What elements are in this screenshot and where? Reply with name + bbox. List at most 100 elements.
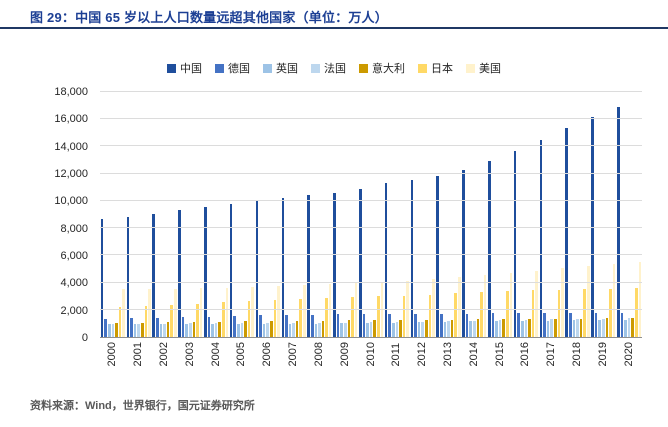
bar-日本 <box>454 293 457 337</box>
bar-德国 <box>181 317 185 337</box>
bar-美国 <box>483 274 487 337</box>
bar-中国 <box>333 192 336 337</box>
y-axis-label: 10,000 <box>54 195 88 208</box>
bar-德国 <box>439 313 443 337</box>
bar-意大利 <box>502 319 505 337</box>
x-axis-label: 2017 <box>545 342 558 367</box>
bar-德国 <box>336 314 340 337</box>
y-axis-label: 16,000 <box>54 113 88 126</box>
bar-德国 <box>465 313 469 337</box>
bar-中国 <box>358 189 362 337</box>
bar-group-2013 <box>436 92 462 337</box>
legend-swatch <box>167 63 176 73</box>
bar-德国 <box>285 314 288 337</box>
bar-美国 <box>354 282 358 337</box>
bar-美国 <box>432 278 435 337</box>
bar-美国 <box>612 264 616 337</box>
bar-德国 <box>362 314 366 337</box>
bar-中国 <box>307 195 310 337</box>
bar-法国 <box>111 323 115 337</box>
bar-日本 <box>531 290 535 337</box>
bar-英国 <box>159 324 163 337</box>
bar-美国 <box>251 287 255 337</box>
bar-美国 <box>638 262 642 337</box>
x-axis-label-wrap: 2008 <box>307 342 333 366</box>
bar-法国 <box>369 322 373 337</box>
legend-label: 德国 <box>228 63 250 75</box>
bar-法国 <box>447 321 450 337</box>
bar-group-2004 <box>203 92 229 337</box>
bar-英国 <box>598 320 602 337</box>
x-axis-label: 2010 <box>364 342 377 367</box>
bar-英国 <box>133 324 137 337</box>
x-axis-label: 2019 <box>596 342 609 367</box>
x-axis: 2000 2001 2002 2003 2004 2005 2006 2007 2008 2009… <box>100 342 642 366</box>
x-axis-label-wrap: 2013 <box>436 342 462 366</box>
x-axis-label: 2020 <box>622 342 635 367</box>
bar-group-2010 <box>358 92 384 337</box>
bar-中国 <box>436 175 439 337</box>
bar-日本 <box>376 296 380 337</box>
legend-label: 意大利 <box>372 63 405 75</box>
legend-swatch <box>359 63 368 73</box>
x-axis-label: 2016 <box>519 342 532 367</box>
x-axis-label: 2005 <box>235 342 248 367</box>
gridline <box>100 281 642 283</box>
bar-意大利 <box>218 321 222 337</box>
bar-英国 <box>546 320 550 337</box>
bar-美国 <box>509 272 513 337</box>
bar-英国 <box>237 324 240 337</box>
bar-意大利 <box>295 320 299 337</box>
bar-中国 <box>229 203 233 337</box>
x-axis-label: 2000 <box>106 342 119 367</box>
bar-英国 <box>262 323 266 337</box>
bar-日本 <box>118 307 122 337</box>
bar-group-2003 <box>177 92 203 337</box>
gridline <box>100 227 642 229</box>
bar-意大利 <box>166 322 170 337</box>
bar-美国 <box>199 288 203 337</box>
x-axis-label-wrap: 2004 <box>203 342 229 366</box>
bar-group-2016 <box>513 92 539 337</box>
x-axis-label-wrap: 2014 <box>461 342 487 366</box>
bar-美国 <box>225 287 229 337</box>
gridline <box>100 118 642 120</box>
bar-group-2002 <box>152 92 178 337</box>
header-divider <box>0 27 668 29</box>
y-axis-label: 4,000 <box>60 277 88 290</box>
bar-group-2014 <box>461 92 487 337</box>
bar-意大利 <box>192 322 196 337</box>
bar-美国 <box>174 288 177 337</box>
bar-group-2005 <box>229 92 255 337</box>
bar-意大利 <box>399 320 402 337</box>
legend-item-意大利: 意大利 <box>359 60 405 76</box>
bar-日本 <box>144 305 148 337</box>
bar-法国 <box>240 323 244 337</box>
bar-日本 <box>428 294 432 337</box>
bar-中国 <box>126 216 130 337</box>
bar-美国 <box>148 289 151 337</box>
bar-德国 <box>310 314 314 337</box>
legend-item-英国: 英国 <box>263 60 298 76</box>
x-axis-label-wrap: 2001 <box>126 342 152 366</box>
bar-法国 <box>163 323 166 337</box>
legend-label: 美国 <box>479 63 501 75</box>
bar-美国 <box>277 286 280 337</box>
bar-法国 <box>524 319 528 337</box>
bar-意大利 <box>244 321 247 337</box>
bar-group-2001 <box>126 92 152 337</box>
bar-英国 <box>211 324 214 337</box>
bar-英国 <box>443 321 447 337</box>
x-axis-label-wrap: 2010 <box>358 342 384 366</box>
gridline <box>100 199 642 201</box>
bar-英国 <box>572 320 576 337</box>
bar-德国 <box>491 313 495 337</box>
source-note: 资料来源：Wind，世界银行，国元证券研究所 <box>30 400 255 412</box>
bar-法国 <box>576 319 579 337</box>
bar-德国 <box>543 313 546 337</box>
bar-美国 <box>587 266 590 337</box>
x-axis-label: 2009 <box>338 342 351 367</box>
bar-日本 <box>325 297 328 337</box>
x-axis-label: 2008 <box>312 342 325 367</box>
x-axis-label: 2015 <box>493 342 506 367</box>
